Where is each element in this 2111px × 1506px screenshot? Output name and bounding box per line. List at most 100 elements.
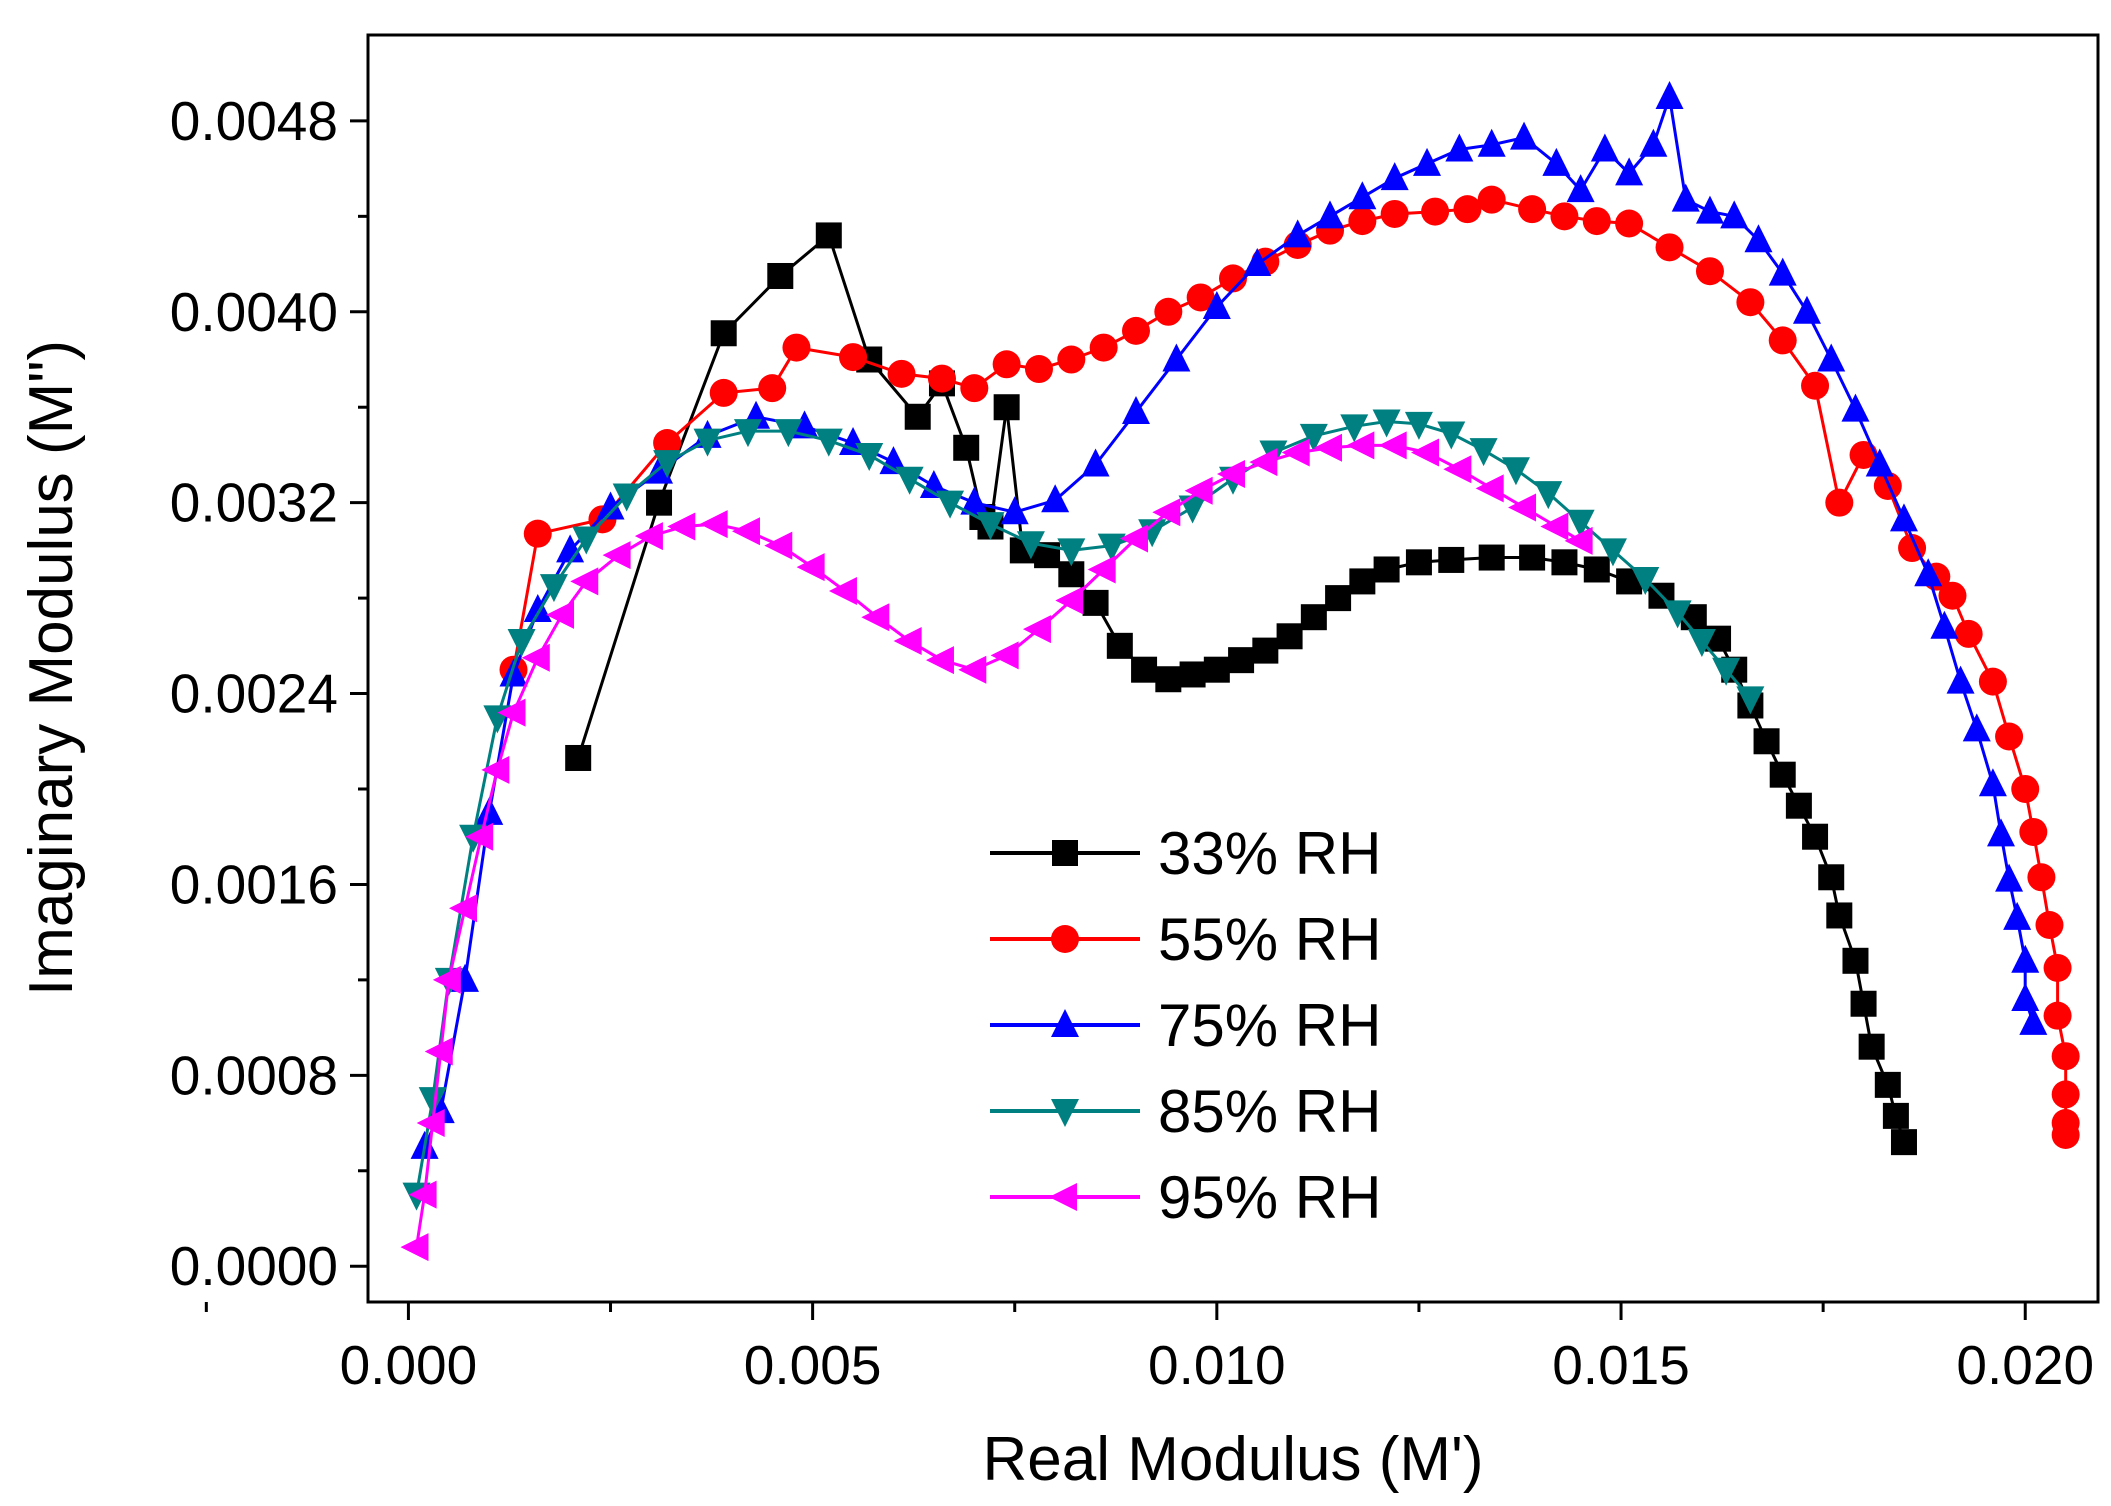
axes-layer: 0.000 0.005 0.010 0.015 0.020 0.0000 0.0008 0.0… bbox=[170, 90, 2094, 1396]
data-point bbox=[539, 574, 568, 603]
data-point bbox=[1534, 481, 1563, 510]
data-point bbox=[1890, 1129, 1917, 1156]
data-point bbox=[1477, 185, 1506, 214]
data-point bbox=[1566, 509, 1595, 538]
data-point bbox=[1243, 248, 1272, 277]
data-point bbox=[758, 374, 787, 403]
data-point bbox=[1540, 512, 1569, 541]
data-point bbox=[925, 646, 954, 675]
legend-marker bbox=[1052, 840, 1078, 866]
data-point bbox=[1121, 395, 1150, 424]
data-point bbox=[1154, 297, 1183, 326]
data-point bbox=[1082, 589, 1109, 616]
data-point bbox=[2011, 982, 2040, 1011]
data-point bbox=[1550, 202, 1579, 231]
data-point bbox=[634, 522, 663, 551]
data-point bbox=[418, 1087, 447, 1116]
data-point bbox=[1228, 647, 1255, 674]
data-point bbox=[612, 483, 641, 512]
data-point bbox=[499, 658, 528, 687]
data-point bbox=[1380, 162, 1409, 191]
data-point bbox=[1978, 667, 2007, 696]
data-point bbox=[572, 526, 601, 555]
data-point bbox=[1850, 990, 1877, 1017]
data-point bbox=[1802, 823, 1829, 850]
data-point bbox=[1849, 440, 1878, 469]
data-point bbox=[416, 1109, 445, 1138]
data-point bbox=[1631, 567, 1660, 596]
data-point bbox=[1986, 818, 2015, 847]
data-point bbox=[1841, 393, 1870, 422]
data-point bbox=[653, 450, 682, 479]
legend-label: 33% RH bbox=[1158, 820, 1381, 887]
data-point bbox=[1179, 661, 1206, 688]
data-point bbox=[565, 744, 592, 771]
data-point bbox=[782, 333, 811, 362]
y-tick-label: 0.0048 bbox=[170, 90, 338, 152]
data-point bbox=[1566, 174, 1595, 203]
data-point bbox=[1695, 257, 1724, 286]
data-point bbox=[1946, 665, 1975, 694]
data-point bbox=[1542, 147, 1571, 176]
data-point bbox=[1508, 493, 1537, 522]
data-point bbox=[1178, 495, 1207, 524]
data-point bbox=[1186, 283, 1215, 312]
data-point bbox=[1826, 902, 1853, 929]
data-point bbox=[992, 350, 1021, 379]
data-point bbox=[828, 576, 857, 605]
data-point bbox=[990, 641, 1019, 670]
data-point bbox=[2027, 863, 2056, 892]
data-point bbox=[1477, 128, 1506, 157]
data-point bbox=[1914, 558, 1943, 587]
data-point bbox=[1087, 555, 1116, 584]
data-point bbox=[424, 1037, 453, 1066]
data-point bbox=[1736, 686, 1765, 715]
data-point bbox=[1519, 544, 1546, 571]
data-point bbox=[408, 1180, 437, 1209]
data-point bbox=[1785, 792, 1812, 819]
legend-entry: 55% RH bbox=[990, 906, 1381, 973]
data-point bbox=[1671, 183, 1700, 212]
data-point bbox=[1097, 533, 1126, 562]
data-point bbox=[936, 490, 965, 519]
data-point bbox=[1615, 209, 1644, 238]
legend-entry: 95% RH bbox=[990, 1164, 1381, 1231]
data-point bbox=[1249, 448, 1278, 477]
data-point bbox=[1582, 207, 1611, 236]
legend-label: 85% RH bbox=[1158, 1078, 1381, 1145]
data-point bbox=[1119, 524, 1148, 553]
data-point bbox=[1615, 157, 1644, 186]
data-point bbox=[733, 419, 762, 448]
data-point bbox=[1744, 224, 1773, 253]
data-point bbox=[1930, 610, 1959, 639]
data-point bbox=[1720, 200, 1749, 229]
data-point bbox=[1349, 568, 1376, 595]
data-point bbox=[1564, 526, 1593, 555]
data-point bbox=[1421, 197, 1450, 226]
data-point bbox=[1768, 326, 1797, 355]
data-point bbox=[2051, 1120, 2080, 1149]
data-point bbox=[1769, 761, 1796, 788]
y-tick-label: 0.0032 bbox=[170, 472, 338, 534]
data-point bbox=[1299, 423, 1328, 452]
data-point bbox=[1453, 195, 1482, 224]
data-point bbox=[1348, 207, 1377, 236]
y-axis-title: Imaginary Modulus (M") bbox=[17, 340, 86, 996]
data-point bbox=[1325, 585, 1352, 612]
data-point bbox=[1404, 411, 1433, 440]
data-point bbox=[839, 343, 868, 372]
y-tick-label: 0.0016 bbox=[170, 853, 338, 915]
data-point bbox=[1695, 195, 1724, 224]
data-point bbox=[570, 567, 599, 596]
legend-label: 55% RH bbox=[1158, 906, 1381, 973]
data-point bbox=[1184, 476, 1213, 505]
data-point bbox=[1865, 448, 1894, 477]
y-tick-label: 0.0008 bbox=[170, 1044, 338, 1106]
data-point bbox=[1203, 656, 1230, 683]
series-55-rh bbox=[499, 185, 2080, 1149]
legend-label: 95% RH bbox=[1158, 1164, 1381, 1231]
data-point bbox=[1041, 484, 1070, 513]
data-point bbox=[596, 491, 625, 520]
data-point bbox=[1768, 257, 1797, 286]
